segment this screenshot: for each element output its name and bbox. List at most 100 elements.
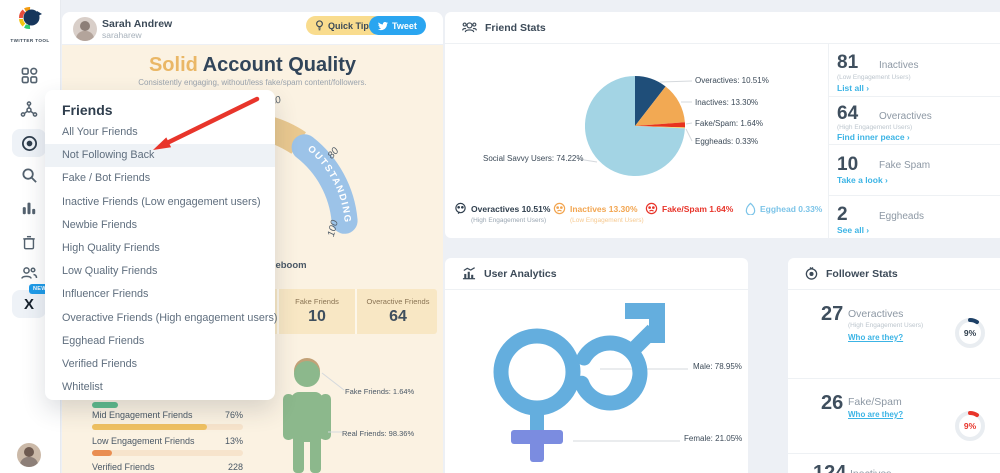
male-percentage-label: Male: 78.95% (693, 362, 742, 371)
follower-stats-list: 27 Overactives (High Engagement Users) W… (788, 290, 1000, 473)
real-friends-label: Real Friends: 98.36% (342, 429, 415, 438)
pie-label-fake-spam: Fake/Spam: 1.64% (695, 119, 764, 128)
user-handle: saraharew (102, 30, 142, 40)
take-a-look-link[interactable]: Take a look › (837, 175, 888, 185)
twitter-bird-icon (378, 21, 388, 30)
ring-percentage: 9% (963, 328, 977, 338)
user-analytics-panel: User Analytics Male: 78.95% Female: 21.0… (445, 258, 748, 473)
overactives-face-icon (455, 202, 466, 214)
stat-label: Fake Spam (879, 160, 931, 171)
bar-fill-mid-engagement (92, 424, 207, 430)
follower-stats-panel: Follower Stats 27 Overactives (High Enga… (788, 258, 1000, 473)
pie-slice-fake-spam (635, 122, 686, 128)
target-icon (21, 135, 37, 151)
sidebar-item-connections[interactable] (12, 96, 46, 124)
menu-item-overactive-friends[interactable]: Overactive Friends (High engagement user… (62, 311, 278, 324)
list-all-link[interactable]: List all › (837, 83, 870, 93)
panel-divider (828, 44, 829, 238)
stat-label: Eggheads (879, 211, 925, 222)
analytics-chart-icon (462, 267, 476, 280)
quick-tips-button[interactable]: Quick Tips (306, 16, 383, 35)
sidebar-item-analytics[interactable] (12, 194, 46, 222)
menu-item-not-following-back[interactable]: Not Following Back (45, 144, 275, 168)
legend-inactives: Inactives 13.30% (Low Engagement Users) (553, 202, 644, 224)
overactives-ring-gauge: 9% (953, 316, 987, 350)
stat-value: 64 (837, 103, 859, 124)
cell-overactive-friends[interactable]: Overactive Friends 64 (355, 289, 439, 334)
menu-item-low-quality-friends[interactable]: Low Quality Friends (62, 265, 158, 278)
row-label: Low Engagement Friends (92, 436, 195, 446)
tweet-button[interactable]: Tweet (369, 16, 426, 35)
fake-friends-label: Fake Friends: 1.64% (345, 387, 415, 396)
pie-label-social-savvy: Social Savvy Users: 74.22% (483, 154, 584, 163)
sidebar-profile-avatar[interactable] (17, 443, 41, 467)
user-avatar[interactable] (73, 17, 97, 41)
cell-fake-friends[interactable]: Fake Friends 10 (277, 289, 355, 334)
person-leg-right (310, 436, 321, 473)
find-inner-peace-link[interactable]: Find inner peace › (837, 132, 910, 142)
menu-item-verified-friends[interactable]: Verified Friends (62, 357, 138, 370)
menu-item-all-your-friends[interactable]: All Your Friends (62, 126, 138, 138)
avatar (17, 443, 41, 467)
new-badge: NEW (29, 284, 51, 294)
sidebar-item-delete[interactable] (12, 228, 46, 256)
stat-label: Inactives (879, 60, 919, 71)
see-all-link[interactable]: See all › (837, 225, 870, 235)
who-are-they-link[interactable]: Who are they? (848, 333, 904, 342)
stat-label: Inactives (850, 468, 891, 473)
menu-item-whitelist[interactable]: Whitelist (62, 381, 103, 394)
stat-value: 2 (837, 204, 848, 225)
legend-label: Fake/Spam 1.64% (662, 203, 734, 214)
x-logo-icon: X (23, 295, 34, 313)
sidebar-item-dashboard[interactable] (12, 61, 46, 89)
sidebar-item-search[interactable] (12, 161, 46, 189)
user-analytics-header: User Analytics (445, 258, 748, 290)
stat-caption: (High Engagement Users) (848, 322, 924, 329)
stat-label: Fake/Spam (848, 396, 902, 408)
menu-item-inactive-friends[interactable]: Inactive Friends (Low engagement users) (62, 195, 261, 208)
friends-dropdown-menu: Friends All Your Friends Not Following B… (45, 90, 278, 400)
gender-chart (475, 298, 705, 473)
avatar (73, 17, 97, 41)
stat-caption: (Low Engagement Users) (837, 74, 911, 81)
stat-caption: (High Engagement Users) (837, 124, 913, 131)
follower-row-fake-spam: 26 Fake/Spam Who are they? 9% (788, 379, 1000, 454)
pie-slice-inactives (635, 86, 685, 126)
stat-label: Overactives (879, 111, 932, 122)
female-symbol-stem (530, 404, 544, 434)
friends-menu-title: Friends (62, 102, 113, 118)
tweet-label: Tweet (392, 20, 417, 31)
sidebar-item-x-twitter[interactable]: X (12, 290, 46, 318)
real-friends-leader-line (328, 431, 342, 433)
hidden-row-bar-sliver (92, 402, 118, 408)
network-icon (20, 101, 38, 117)
row-label: Verified Friends (92, 462, 155, 472)
logo-caption: TWITTER TOOL (10, 38, 50, 43)
sidebar-item-circle-active[interactable] (12, 129, 46, 157)
cell-value: 64 (389, 308, 407, 325)
app-logo[interactable] (17, 5, 43, 31)
sidebar-item-users[interactable] (12, 259, 46, 287)
male-symbol-arrow-head (625, 303, 665, 343)
menu-item-influencer-friends[interactable]: Influencer Friends (62, 288, 149, 301)
follower-row-inactives: 124 Inactives (788, 454, 1000, 473)
menu-item-newbie-friends[interactable]: Newbie Friends (62, 218, 138, 231)
user-name: Sarah Andrew (102, 18, 173, 30)
panel-title: User Analytics (484, 267, 557, 280)
legend-egghead: Egghead 0.33% (745, 202, 822, 215)
cell-value: 10 (308, 308, 326, 325)
menu-item-egghead-friends[interactable]: Egghead Friends (62, 334, 145, 347)
stat-value: 81 (837, 52, 859, 73)
panel-title: Friend Stats (485, 21, 546, 34)
who-are-they-link[interactable]: Who are they? (848, 410, 904, 419)
menu-item-high-quality-friends[interactable]: High Quality Friends (62, 241, 160, 254)
pie-slice-social-savvy (584, 75, 685, 176)
row-value: 13% (224, 436, 243, 446)
male-symbol-circle (574, 335, 648, 411)
stat-row-eggheads: 2 Eggheads See all › (829, 196, 1000, 241)
quick-tips-label: Quick Tips (328, 20, 374, 31)
menu-item-fake-bot-friends[interactable]: Fake / Bot Friends (62, 172, 151, 185)
dashboard-icon (21, 67, 37, 83)
cell-label: Overactive Friends (366, 297, 430, 306)
